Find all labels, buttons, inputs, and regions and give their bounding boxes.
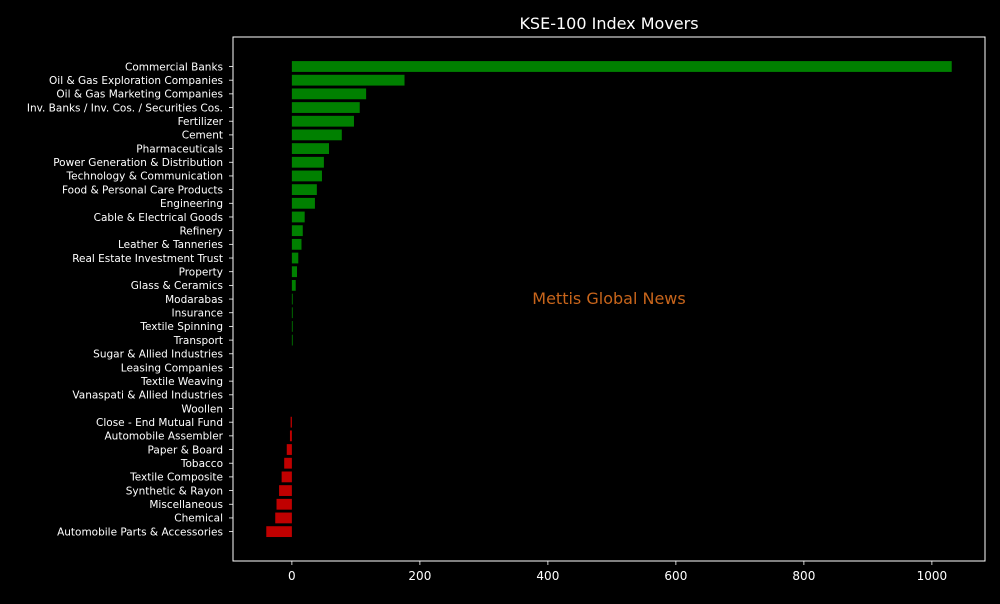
x-tick-label: 800 (792, 569, 815, 583)
y-tick-label: Leasing Companies (121, 362, 223, 374)
bar (291, 156, 324, 168)
chart-title: KSE-100 Index Movers (519, 14, 698, 33)
bar (266, 526, 292, 538)
y-tick-label: Inv. Banks / Inv. Cos. / Securities Cos. (27, 102, 223, 114)
y-tick-label: Pharmaceuticals (136, 143, 223, 155)
bar (291, 211, 305, 223)
y-tick-label: Modarabas (165, 294, 223, 306)
bar (291, 334, 293, 346)
bar (291, 225, 303, 237)
bar (286, 444, 292, 455)
y-tick-label: Fertilizer (178, 116, 224, 128)
bar (279, 485, 292, 496)
bar (284, 457, 292, 469)
bars-layer (266, 61, 952, 538)
y-tick-label: Glass & Ceramics (131, 280, 223, 292)
y-tick-label: Textile Weaving (140, 376, 223, 388)
y-tick-label: Automobile Assembler (105, 431, 224, 443)
bar (291, 293, 293, 305)
bar (291, 88, 367, 100)
y-tick-label: Synthetic & Rayon (126, 485, 223, 497)
y-tick-label: Vanaspati & Allied Industries (72, 390, 223, 402)
y-tick-label: Property (179, 267, 223, 279)
bar (291, 307, 293, 319)
y-tick-label: Refinery (179, 225, 223, 237)
y-tick-label: Commercial Banks (125, 61, 223, 73)
bar (291, 238, 302, 250)
y-tick-label: Textile Spinning (139, 321, 223, 333)
y-tick-label: Real Estate Investment Trust (72, 253, 223, 265)
bar (291, 74, 405, 86)
y-tick-label: Insurance (171, 308, 223, 320)
y-tick-label: Paper & Board (148, 444, 223, 456)
bar (276, 498, 292, 510)
y-tick-label: Oil & Gas Exploration Companies (49, 75, 223, 87)
bar (291, 184, 317, 196)
y-tick-label: Close - End Mutual Fund (96, 417, 223, 429)
bar (291, 102, 360, 113)
y-tick-label: Textile Composite (129, 472, 223, 484)
bar (291, 252, 299, 264)
y-tick-label: Power Generation & Distribution (53, 157, 223, 169)
x-tick-label: 200 (408, 569, 431, 583)
x-tick-label: 600 (664, 569, 687, 583)
y-tick-label: Woollen (181, 403, 223, 415)
x-axis: 0 200 400 600 800 1000 (288, 561, 947, 583)
bar (291, 321, 293, 332)
y-tick-label: Oil & Gas Marketing Companies (56, 89, 223, 101)
bar (291, 170, 322, 182)
bar (291, 129, 342, 141)
bar (291, 61, 952, 72)
bar (291, 115, 354, 127)
y-tick-label: Miscellaneous (149, 499, 223, 511)
y-tick-label: Tobacco (180, 458, 223, 470)
bar (291, 266, 297, 278)
x-tick-label: 1000 (917, 569, 948, 583)
y-tick-label: Food & Personal Care Products (62, 184, 223, 196)
x-tick-label: 0 (288, 569, 296, 583)
watermark-text: Mettis Global News (532, 289, 685, 308)
x-tick-label: 400 (536, 569, 559, 583)
y-tick-label: Sugar & Allied Industries (93, 349, 223, 361)
y-tick-label: Automobile Parts & Accessories (57, 526, 223, 538)
bar (281, 471, 292, 483)
bar (291, 197, 315, 209)
y-tick-label: Cement (182, 130, 223, 142)
y-tick-label: Transport (173, 335, 223, 347)
y-tick-label: Engineering (160, 198, 223, 210)
y-tick-labels: Commercial Banks Oil & Gas Exploration Co… (27, 61, 233, 538)
y-tick-label: Leather & Tanneries (118, 239, 223, 251)
bar (291, 143, 329, 154)
bar (289, 430, 292, 442)
y-tick-label: Technology & Communication (66, 171, 223, 183)
bar (275, 512, 292, 524)
bar (291, 279, 296, 291)
y-tick-label: Cable & Electrical Goods (94, 212, 223, 224)
y-tick-label: Chemical (174, 513, 223, 525)
bar (290, 416, 292, 428)
